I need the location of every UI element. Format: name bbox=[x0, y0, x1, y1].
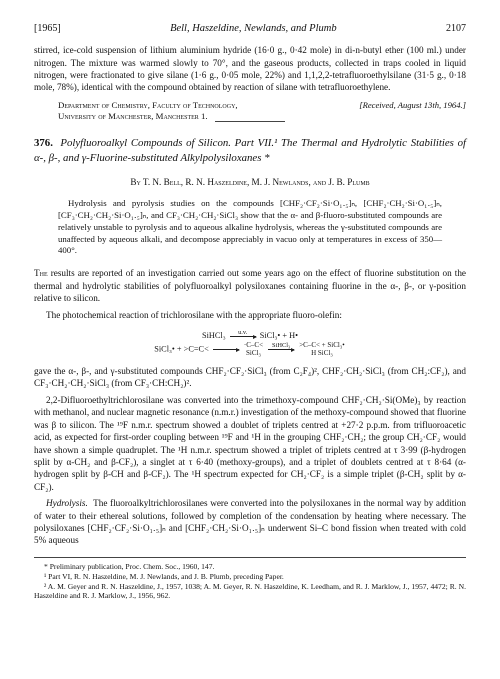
article-separator bbox=[215, 121, 285, 122]
scheme-olefin: >C=C< bbox=[184, 345, 209, 354]
footnote-star: * Preliminary publication, Proc. Chem. S… bbox=[34, 562, 466, 572]
article-number: 376. bbox=[34, 137, 53, 149]
received-text: [Received, August 13th, 1964.] bbox=[359, 100, 466, 110]
authors-line: By T. N. Bell, R. N. Haszeldine, M. J. N… bbox=[34, 176, 466, 188]
scheme-prod-bot: H SiCl₃ bbox=[311, 349, 333, 357]
lead-rest: results are reported of an investigation… bbox=[34, 268, 466, 303]
scheme-radical: ·C–C< SiCl₃ bbox=[243, 342, 264, 357]
abstract-text: Hydrolysis and pyrolysis studies on the … bbox=[58, 198, 442, 257]
dept-line-2: University of Manchester, Manchester 1. bbox=[58, 111, 466, 122]
article-title: 376. Polyfluoroalkyl Compounds of Silico… bbox=[34, 136, 466, 165]
previous-article-tail: stirred, ice-cold suspension of lithium … bbox=[34, 44, 466, 94]
running-header: [1965] Bell, Haszeldine, Newlands, and P… bbox=[34, 22, 466, 36]
hydrolysis-heading: Hydrolysis. bbox=[46, 498, 88, 508]
arrow-uv: u.v. bbox=[230, 336, 256, 337]
arrow-label-sihcl3: SiHCl₃ bbox=[268, 341, 294, 351]
body-para-4: 2,2-Difluoroethyltrichlorosilane was con… bbox=[34, 394, 466, 493]
hydrolysis-text: The fluoroalkyltrichlorosilanes were con… bbox=[34, 498, 466, 545]
abstract-block: Hydrolysis and pyrolysis studies on the … bbox=[58, 198, 442, 257]
scheme-rad-bot: SiCl₃ bbox=[246, 349, 261, 357]
footnote-1: ¹ Part VI, R. N. Haszeldine, M. J. Newla… bbox=[34, 572, 466, 582]
body-para-3: gave the α-, β-, and γ-substituted compo… bbox=[34, 365, 466, 390]
running-title: Bell, Haszeldine, Newlands, and Plumb bbox=[170, 22, 337, 36]
article-title-text: Polyfluoroalkyl Compounds of Silicon. Pa… bbox=[34, 137, 466, 164]
scheme-l2-left: SiCl₃• + bbox=[154, 345, 183, 354]
arrow-label-uv: u.v. bbox=[230, 328, 256, 338]
arrow-2: SiHCl₃ bbox=[268, 349, 294, 350]
footnotes-block: * Preliminary publication, Proc. Chem. S… bbox=[34, 557, 466, 601]
scheme-product: >C–C< + SiCl₃• H SiCl₃ bbox=[298, 342, 346, 357]
lead-word: The bbox=[34, 268, 48, 278]
year-bracket: [1965] bbox=[34, 22, 61, 36]
page-number: 2107 bbox=[446, 22, 466, 36]
body-para-2: The photochemical reaction of trichloros… bbox=[34, 309, 466, 321]
scheme-l1-left: SiHCl₃ bbox=[202, 331, 226, 340]
body-para-5: Hydrolysis. The fluoroalkyltrichlorosila… bbox=[34, 497, 466, 547]
arrow-1 bbox=[213, 349, 239, 350]
body-para-1: The results are reported of an investiga… bbox=[34, 267, 466, 304]
scheme-row-2: SiCl₃• + >C=C< ·C–C< SiCl₃ SiHCl₃ >C–C< … bbox=[154, 342, 345, 357]
scheme-l1-right: SiCl₃• + H• bbox=[260, 331, 298, 340]
reaction-scheme: SiHCl₃ u.v. SiCl₃• + H• SiCl₃• + >C=C< ·… bbox=[34, 329, 466, 357]
footnote-2: ² A. M. Geyer and R. N. Haszeldine, J., … bbox=[34, 582, 466, 602]
